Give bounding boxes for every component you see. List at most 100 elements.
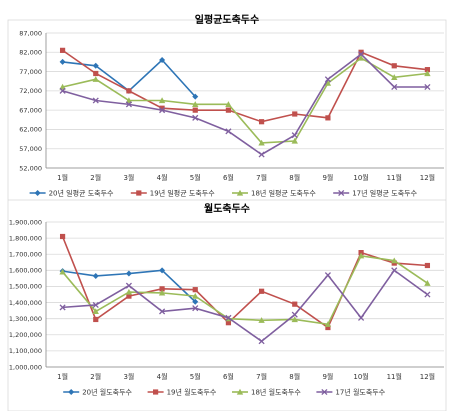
data-point (159, 105, 165, 111)
data-point (357, 252, 365, 259)
data-point (59, 58, 66, 65)
data-point (358, 250, 364, 256)
series-line (62, 57, 428, 144)
legend-item: 19년 월도축두수 (147, 388, 217, 397)
y-tick-label: 1,800,000 (9, 234, 42, 242)
data-point (59, 47, 66, 53)
data-point (357, 54, 365, 61)
x-tick-label: 5월 (190, 173, 201, 182)
data-point (192, 107, 198, 113)
data-point (391, 267, 398, 274)
y-tick-label: 52,000 (19, 164, 42, 172)
data-point (324, 272, 331, 279)
chart-title: 월도축두수 (204, 202, 250, 215)
data-point (158, 289, 166, 296)
legend-label: 18년 월도축두수 (251, 388, 301, 397)
data-point (258, 317, 265, 323)
legend-item: 17년 월도축두수 (316, 388, 386, 397)
data-point (92, 97, 99, 104)
legend: 20년 일평균 도축두수 19년 일평균 도축두수 18년 일평균 도축두수 17년 … (29, 189, 418, 198)
series-line (61, 236, 428, 329)
y-tick-label: 1,000,000 (9, 363, 42, 371)
series-2 (59, 47, 431, 125)
data-point (225, 128, 232, 135)
data-point (391, 74, 398, 80)
x-tick-label: 6월 (223, 372, 234, 381)
legend-marker (236, 189, 244, 196)
x-tick-label: 7월 (256, 173, 267, 182)
x-tick-label: 12월 (420, 372, 435, 381)
x-tick-label: 3월 (123, 372, 134, 381)
legend-label: 18년 일평균 도축두수 (251, 189, 316, 198)
y-tick-label: 1,300,000 (9, 315, 42, 323)
chart-daily-average: 일평균도축두수 52,000 57,000 62,000 67,000 72,000 77,… (7, 13, 447, 200)
data-point (424, 280, 431, 286)
y-tick-label: 87,000 (19, 29, 42, 37)
y-tick-label: 57,000 (19, 145, 42, 153)
data-point (258, 151, 265, 158)
x-tick-label: 4월 (157, 372, 168, 381)
data-point (192, 93, 199, 100)
data-point (126, 88, 132, 94)
data-point (258, 288, 265, 294)
data-point (192, 305, 199, 312)
legend-label: 19년 일평균 도축두수 (150, 189, 215, 198)
data-point (424, 291, 431, 298)
x-tick-label: 2월 (90, 173, 101, 182)
x-tick-label: 9월 (322, 173, 333, 182)
x-tick-label: 11월 (387, 372, 402, 381)
x-tick-label: 10월 (353, 173, 368, 182)
x-tick-label: 7월 (256, 372, 267, 381)
y-tick-label: 1,700,000 (9, 251, 42, 259)
x-tick-label: 11월 (387, 173, 402, 182)
legend-marker (338, 189, 345, 197)
data-point (159, 57, 166, 63)
legend-label: 20년 월도축두수 (82, 388, 132, 397)
data-point (59, 304, 66, 311)
data-point (92, 272, 99, 279)
y-tick-label: 1,400,000 (9, 299, 42, 307)
data-point (126, 293, 132, 299)
data-point (424, 70, 431, 77)
x-tick-label: 3월 (123, 173, 134, 182)
y-tick-label: 72,000 (19, 87, 42, 95)
data-point (192, 101, 199, 107)
x-tick-label: 10월 (353, 372, 368, 381)
data-point (391, 257, 398, 264)
x-tick-label: 4월 (157, 173, 168, 182)
series-3 (59, 54, 431, 146)
data-point (192, 292, 199, 299)
legend-label: 20년 일평균 도축두수 (49, 189, 114, 198)
data-point (192, 114, 199, 121)
data-point (225, 101, 232, 107)
data-point (424, 67, 431, 73)
series-line (61, 254, 428, 326)
data-point (225, 107, 232, 113)
x-tick-label: 6월 (223, 173, 234, 182)
data-point (159, 286, 165, 292)
legend-item: 20년 월도축두수 (63, 388, 133, 397)
data-point (159, 308, 166, 315)
data-point (292, 301, 298, 307)
data-point (291, 316, 298, 323)
data-point (92, 62, 99, 69)
y-tick-label: 1,100,000 (9, 347, 42, 355)
legend-label: 17년 일평균 도축두수 (352, 189, 417, 198)
x-tick-label: 5월 (190, 372, 201, 381)
x-tick-label: 8월 (289, 173, 300, 182)
legend-item: 18년 일평균 도축두수 (232, 189, 316, 198)
legend-marker (34, 190, 41, 196)
x-tick-label: 1월 (57, 372, 68, 381)
data-point (125, 288, 133, 295)
legend-marker (68, 389, 75, 395)
data-point (358, 51, 365, 58)
data-point (258, 139, 265, 146)
y-tick-label: 82,000 (19, 49, 42, 57)
x-tick-label: 9월 (322, 372, 333, 381)
x-tick-label: 1월 (57, 173, 68, 182)
y-tick-label: 67,000 (19, 106, 42, 114)
series-4 (59, 51, 431, 158)
series-line (62, 53, 428, 156)
data-point (125, 270, 132, 277)
y-tick-label: 1,200,000 (9, 331, 42, 339)
